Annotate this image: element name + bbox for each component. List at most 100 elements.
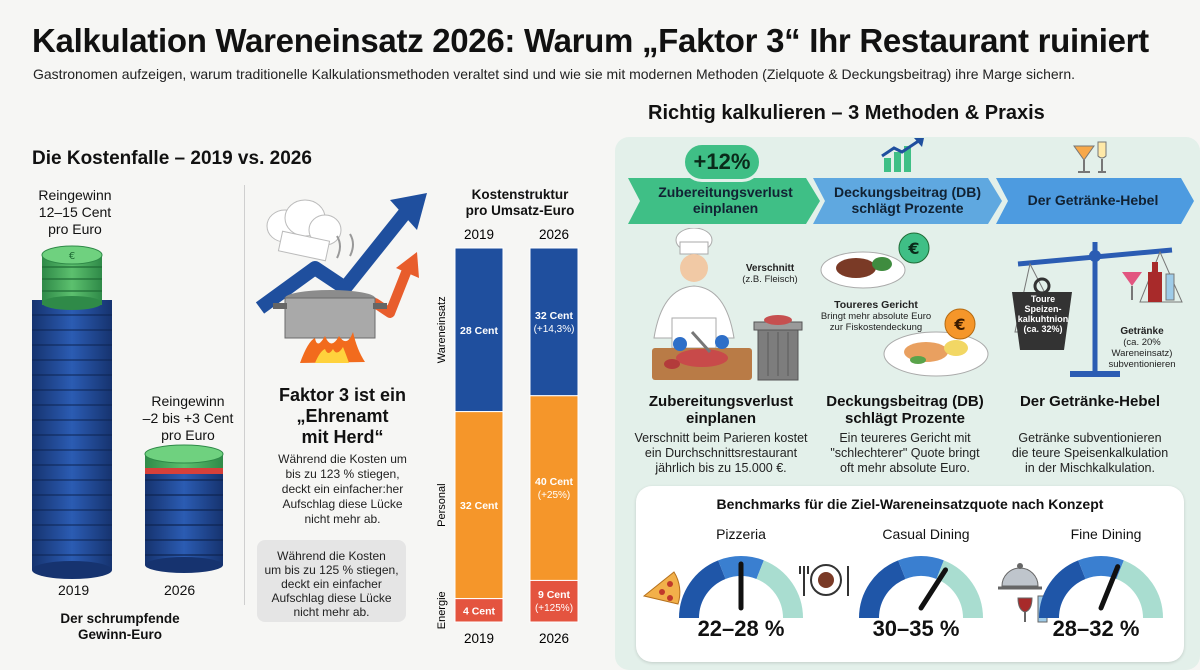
coin-stacks-illustration: € [32, 245, 224, 579]
teureres-line: zur Fiskostendeckung [829, 322, 923, 333]
bar-data-label: (+14,3%) [534, 324, 575, 335]
gauge-segment [859, 560, 906, 619]
bar-segment [529, 247, 579, 397]
arrow-up-icon [255, 193, 427, 314]
chart-title: Kostenstruktur pro Umsatz-Euro [445, 187, 595, 219]
cloche-icon [998, 563, 1042, 590]
method-title: einplanen [685, 410, 756, 427]
note-line: deckt ein einfacher [281, 577, 382, 591]
bar-data-label: 32 Cent [535, 310, 573, 322]
bar-segment [529, 579, 579, 623]
faktor3-headline-line: „Ehrenamt [296, 406, 389, 426]
method-desc-line: "schlechterer" Quote bringt [830, 446, 980, 460]
method-desc-line: jährlich bis zu 15.000 €. [655, 461, 787, 475]
plus-12-badge: +12% [682, 142, 762, 182]
faktor3-text-line: deckt ein einfacher:her [281, 482, 404, 496]
year-label-2019: 2019 [58, 582, 90, 598]
bar-data-label: (+125%) [535, 603, 573, 614]
faktor3-headline-line: mit Herd“ [301, 427, 384, 447]
speech-bubble-note: Während die Kosten um bis zu 125 % stieg… [257, 540, 406, 622]
bar-segment [454, 598, 504, 623]
teureres-line: Bringt mehr absolute Euro [820, 311, 932, 322]
benchmarks-title: Benchmarks für die Ziel-Wareneinsatzquot… [716, 496, 1104, 512]
chart-title-line: pro Umsatz-Euro [465, 203, 575, 218]
arrow-label-line: Deckungsbeitrag (DB) [833, 184, 982, 200]
coin-stack-2026 [144, 444, 224, 573]
gauge-segment [1116, 560, 1163, 619]
trash-bin-icon [753, 315, 803, 381]
method-arrow-1-label: Zubereitungsverlust einplanen [648, 178, 803, 222]
faktor3-text-line: Aufschlag diese Lücke [282, 497, 403, 511]
wine-bottle-icon [1122, 262, 1175, 302]
arrow-label-line: schlägt Prozente [851, 200, 964, 216]
scale-left-label: Toure Speizen- kalkuhtnion (ca. 32%) [1014, 294, 1072, 334]
arrow-label-line: einplanen [692, 200, 759, 216]
benchmarks-card: Benchmarks für die Ziel-Wareneinsatzquot… [636, 486, 1184, 662]
coins-2019-label-line: pro Euro [48, 221, 102, 237]
faktor3-headline: Faktor 3 ist ein „Ehrenamt mit Herd“ [255, 385, 430, 448]
scale-right-line: Wareneinsatz) [1111, 348, 1173, 359]
method-arrow-3 [996, 178, 1194, 224]
verschnitt-label: Verschnitt (z.B. Fleisch) [735, 263, 805, 285]
coins-2019-label-line: Reingewinn [38, 187, 112, 203]
section-divider [244, 185, 245, 605]
arrow-label-line: Der Getränke-Hebel [1027, 192, 1159, 208]
method-title: Deckungsbeitrag (DB) [826, 393, 984, 410]
x-tick-label: 2019 [464, 631, 494, 646]
bar-segment [529, 395, 579, 581]
note-line: Aufschlag diese Lücke [271, 591, 392, 605]
method-desc-line: ein Durchschnittsrestaurant [644, 446, 798, 460]
scale-right-line: (ca. 20% [1123, 337, 1161, 348]
chef-icon [653, 228, 735, 349]
method-desc-line: Getränke subventionieren [1018, 431, 1162, 445]
gauge-segment [756, 560, 803, 619]
note-line: um bis zu 125 % stiegen, [264, 563, 399, 577]
coins-2026-label: Reingewinn –2 bis +3 Cent pro Euro [133, 393, 243, 444]
method-1-text: Zubereitungsverlust einplanen Verschnitt… [632, 393, 810, 476]
left-caption: Der schrumpfende Gewinn-Euro [40, 611, 200, 643]
balance-scale-illustration [1012, 242, 1183, 377]
method-desc-line: Ein teureres Gericht mit [839, 431, 971, 445]
method-arrow-2 [813, 178, 1002, 224]
note-line: Während die Kosten [277, 549, 386, 563]
gauge-segment [679, 560, 726, 619]
verschnitt-label-line: Verschnitt [745, 263, 795, 274]
method-arrow-3-label: Der Getränke-Hebel [1008, 178, 1178, 222]
bar-segment [454, 411, 504, 600]
coins-2026-label-line: –2 bis +3 Cent [142, 410, 234, 426]
scale-right-line: Getränke [1120, 326, 1164, 337]
bar-segment [454, 247, 504, 413]
coins-2019-label-line: 12–15 Cent [38, 204, 112, 220]
faktor3-text-line: bis zu 123 % stiegen, [285, 467, 400, 481]
gauge-needle [1098, 564, 1121, 611]
svg-text:€: € [953, 315, 965, 334]
x-tick-label-top: 2019 [464, 227, 494, 242]
cutting-board-icon [652, 330, 752, 380]
coins-2019-label: Reingewinn 12–15 Cent pro Euro [25, 187, 125, 238]
svg-text:€: € [907, 239, 919, 258]
method-arrow-1 [628, 178, 820, 224]
scale-right-line: subventionieren [1108, 359, 1176, 370]
scale-right-label: Getränke (ca. 20% Wareneinsatz) subventi… [1102, 326, 1182, 370]
arrow-label-line: Zubereitungsverlust [658, 184, 793, 200]
method-arrows [628, 178, 1194, 224]
fish-plate-icon [883, 331, 989, 377]
right-section-heading: Richtig kalkulieren – 3 Methoden & Praxi… [648, 102, 1045, 124]
bar-data-label: (+25%) [538, 490, 571, 501]
benchmark-range: 30–35 % [872, 616, 960, 641]
bar-data-label: 9 Cent [538, 589, 571, 601]
faktor3-text-line: Während die Kosten um [278, 452, 407, 466]
method-desc-line: Verschnitt beim Parieren kostet [634, 431, 808, 445]
note-line: nicht mehr ab. [293, 605, 370, 619]
cooking-pot-icon [273, 233, 387, 363]
euro-coin-icon: € [898, 232, 930, 264]
benchmark-name: Fine Dining [1070, 526, 1142, 542]
growth-chart-icon [881, 138, 924, 172]
left-caption-line: Der schrumpfende [60, 611, 180, 626]
benchmark-range: 22–28 % [697, 616, 785, 641]
teureres-gericht-label: Toureres Gericht Bringt mehr absolute Eu… [806, 300, 946, 334]
verschnitt-label-line: (z.B. Fleisch) [742, 274, 798, 285]
steak-plate-icon [820, 251, 906, 289]
benchmark-range: 28–32 % [1052, 616, 1140, 641]
year-label-2026: 2026 [164, 582, 196, 598]
